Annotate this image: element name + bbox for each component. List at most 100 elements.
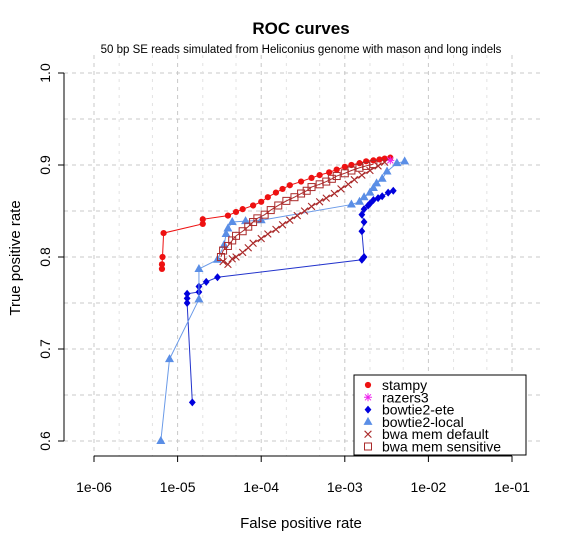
- series-bowtie2-ete: [183, 186, 397, 407]
- x-tick-label: 1e-02: [410, 479, 446, 495]
- data-point-stampy: [279, 185, 286, 193]
- x-axis-ticks: 1e-06 1e-05 1e-04 1e-03 1e-02 1e-01: [76, 456, 530, 495]
- data-point-bwa-mem-sensitive: [260, 210, 269, 219]
- x-tick-label: 1e-04: [243, 479, 279, 495]
- data-point-stampy: [224, 212, 232, 219]
- data-point-bwa-mem-sensitive: [347, 166, 356, 175]
- data-point-bwa-mem-default: [238, 248, 247, 257]
- data-point-bwa-mem-default: [307, 202, 316, 211]
- legend: stampyrazers3bowtie2-etebowtie2-localbwa…: [353, 374, 527, 456]
- data-point-bwa-mem-default: [350, 175, 359, 184]
- legend-label: bwa mem default: [382, 426, 489, 442]
- series-bwa-mem-default: [219, 158, 389, 269]
- legend-marker: [363, 416, 373, 425]
- legend-label: bwa mem sensitive: [382, 439, 501, 455]
- x-tick-label: 1e-03: [327, 479, 363, 495]
- y-tick-label: 0.6: [37, 431, 53, 451]
- data-point-bowtie2-local: [346, 199, 356, 208]
- data-point-bowtie2-ete: [360, 218, 368, 227]
- data-point-bwa-mem-default: [366, 166, 374, 175]
- data-point-stampy: [158, 265, 166, 273]
- legend-marker: [364, 405, 372, 414]
- data-point-bwa-mem-default: [358, 171, 366, 179]
- data-point-bwa-mem-sensitive: [307, 183, 316, 192]
- legend-marker: [364, 442, 372, 451]
- data-point-bowtie2-local: [227, 217, 237, 226]
- y-tick-label: 0.7: [37, 339, 53, 359]
- data-point-bwa-mem-default: [249, 239, 257, 247]
- data-point-bowtie2-local: [392, 158, 402, 167]
- data-point-bwa-mem-sensitive: [327, 174, 336, 183]
- x-tick-label: 1e-06: [76, 479, 112, 495]
- series-bwa-mem-sensitive: [216, 160, 378, 261]
- data-point-bwa-mem-sensitive: [322, 177, 331, 186]
- data-point-bowtie2-ete: [384, 188, 392, 197]
- legend-label: bowtie2-ete: [382, 402, 455, 418]
- data-point-bowtie2-ete: [358, 227, 366, 236]
- data-point-bowtie2-local: [221, 229, 231, 237]
- data-point-stampy: [341, 163, 348, 170]
- data-point-bwa-mem-default: [232, 253, 240, 261]
- data-point-stampy: [326, 169, 333, 176]
- data-point-stampy: [199, 220, 206, 227]
- data-point-bowtie2-ete: [188, 398, 196, 407]
- legend-label: bowtie2-local: [382, 414, 464, 430]
- legend-box: [353, 374, 527, 456]
- data-point-bowtie2-ete: [378, 192, 386, 201]
- y-tick-label: 0.8: [37, 247, 53, 267]
- data-point-bwa-mem-default: [300, 207, 309, 215]
- data-point-bwa-mem-sensitive: [216, 253, 225, 261]
- y-axis-ticks: 0.6 0.7 0.8 0.9 1.0: [37, 63, 64, 451]
- y-axis-label: True positive rate: [7, 200, 24, 315]
- data-point-bowtie2-ete: [214, 273, 221, 282]
- data-point-bwa-mem-default: [322, 194, 331, 202]
- data-point-bwa-mem-sensitive: [297, 189, 306, 198]
- data-point-bowtie2-local: [372, 178, 382, 187]
- data-point-stampy: [199, 216, 206, 223]
- data-point-stampy: [286, 182, 293, 189]
- data-point-bowtie2-ete: [183, 289, 191, 298]
- data-point-bwa-mem-sensitive: [369, 160, 378, 169]
- legend-marker: [364, 381, 372, 389]
- data-point-stampy: [333, 166, 340, 173]
- data-point-bwa-mem-sensitive: [266, 206, 275, 215]
- chart-subtitle: 50 bp SE reads simulated from Heliconius…: [101, 44, 502, 56]
- data-point-bwa-mem-default: [228, 255, 236, 263]
- data-point-bwa-mem-default: [257, 234, 265, 243]
- series-razers3: [386, 156, 395, 165]
- data-point-bwa-mem-sensitive: [282, 196, 291, 205]
- data-point-bowtie2-ete: [202, 277, 210, 286]
- data-point-bowtie2-ete: [358, 210, 366, 219]
- data-point-bwa-mem-default: [264, 230, 272, 238]
- data-point-stampy: [316, 172, 323, 179]
- data-point-stampy: [249, 202, 257, 209]
- legend-label: stampy: [382, 377, 427, 393]
- data-point-stampy: [356, 160, 363, 167]
- data-point-bwa-mem-default: [337, 185, 345, 193]
- data-point-stampy: [160, 229, 167, 237]
- data-point-stampy: [308, 174, 315, 181]
- series-line-bwa-mem-sensitive: [220, 163, 374, 258]
- x-tick-label: 1e-01: [494, 479, 530, 495]
- y-tick-label: 1.0: [37, 63, 53, 83]
- data-point-bowtie2-local: [156, 436, 166, 444]
- data-point-bwa-mem-default: [293, 211, 302, 220]
- data-point-bowtie2-local: [164, 354, 174, 363]
- series-line-stampy: [161, 157, 391, 269]
- data-point-bowtie2-local: [194, 294, 204, 303]
- data-point-bwa-mem-default: [380, 158, 389, 167]
- data-point-razers3: [386, 156, 395, 165]
- data-point-bwa-mem-default: [374, 162, 382, 170]
- series-layer: [156, 154, 410, 444]
- data-point-stampy: [264, 194, 271, 201]
- data-point-stampy: [376, 156, 383, 163]
- data-point-bowtie2-local: [194, 263, 204, 272]
- data-point-bowtie2-local: [382, 166, 392, 175]
- data-point-bowtie2-local: [359, 192, 369, 201]
- data-point-stampy: [363, 158, 370, 165]
- data-point-bwa-mem-default: [315, 198, 324, 206]
- data-point-bwa-mem-sensitive: [232, 231, 241, 240]
- data-point-bowtie2-local: [400, 156, 410, 165]
- data-point-bowtie2-local: [365, 187, 375, 196]
- data-point-stampy: [159, 253, 166, 261]
